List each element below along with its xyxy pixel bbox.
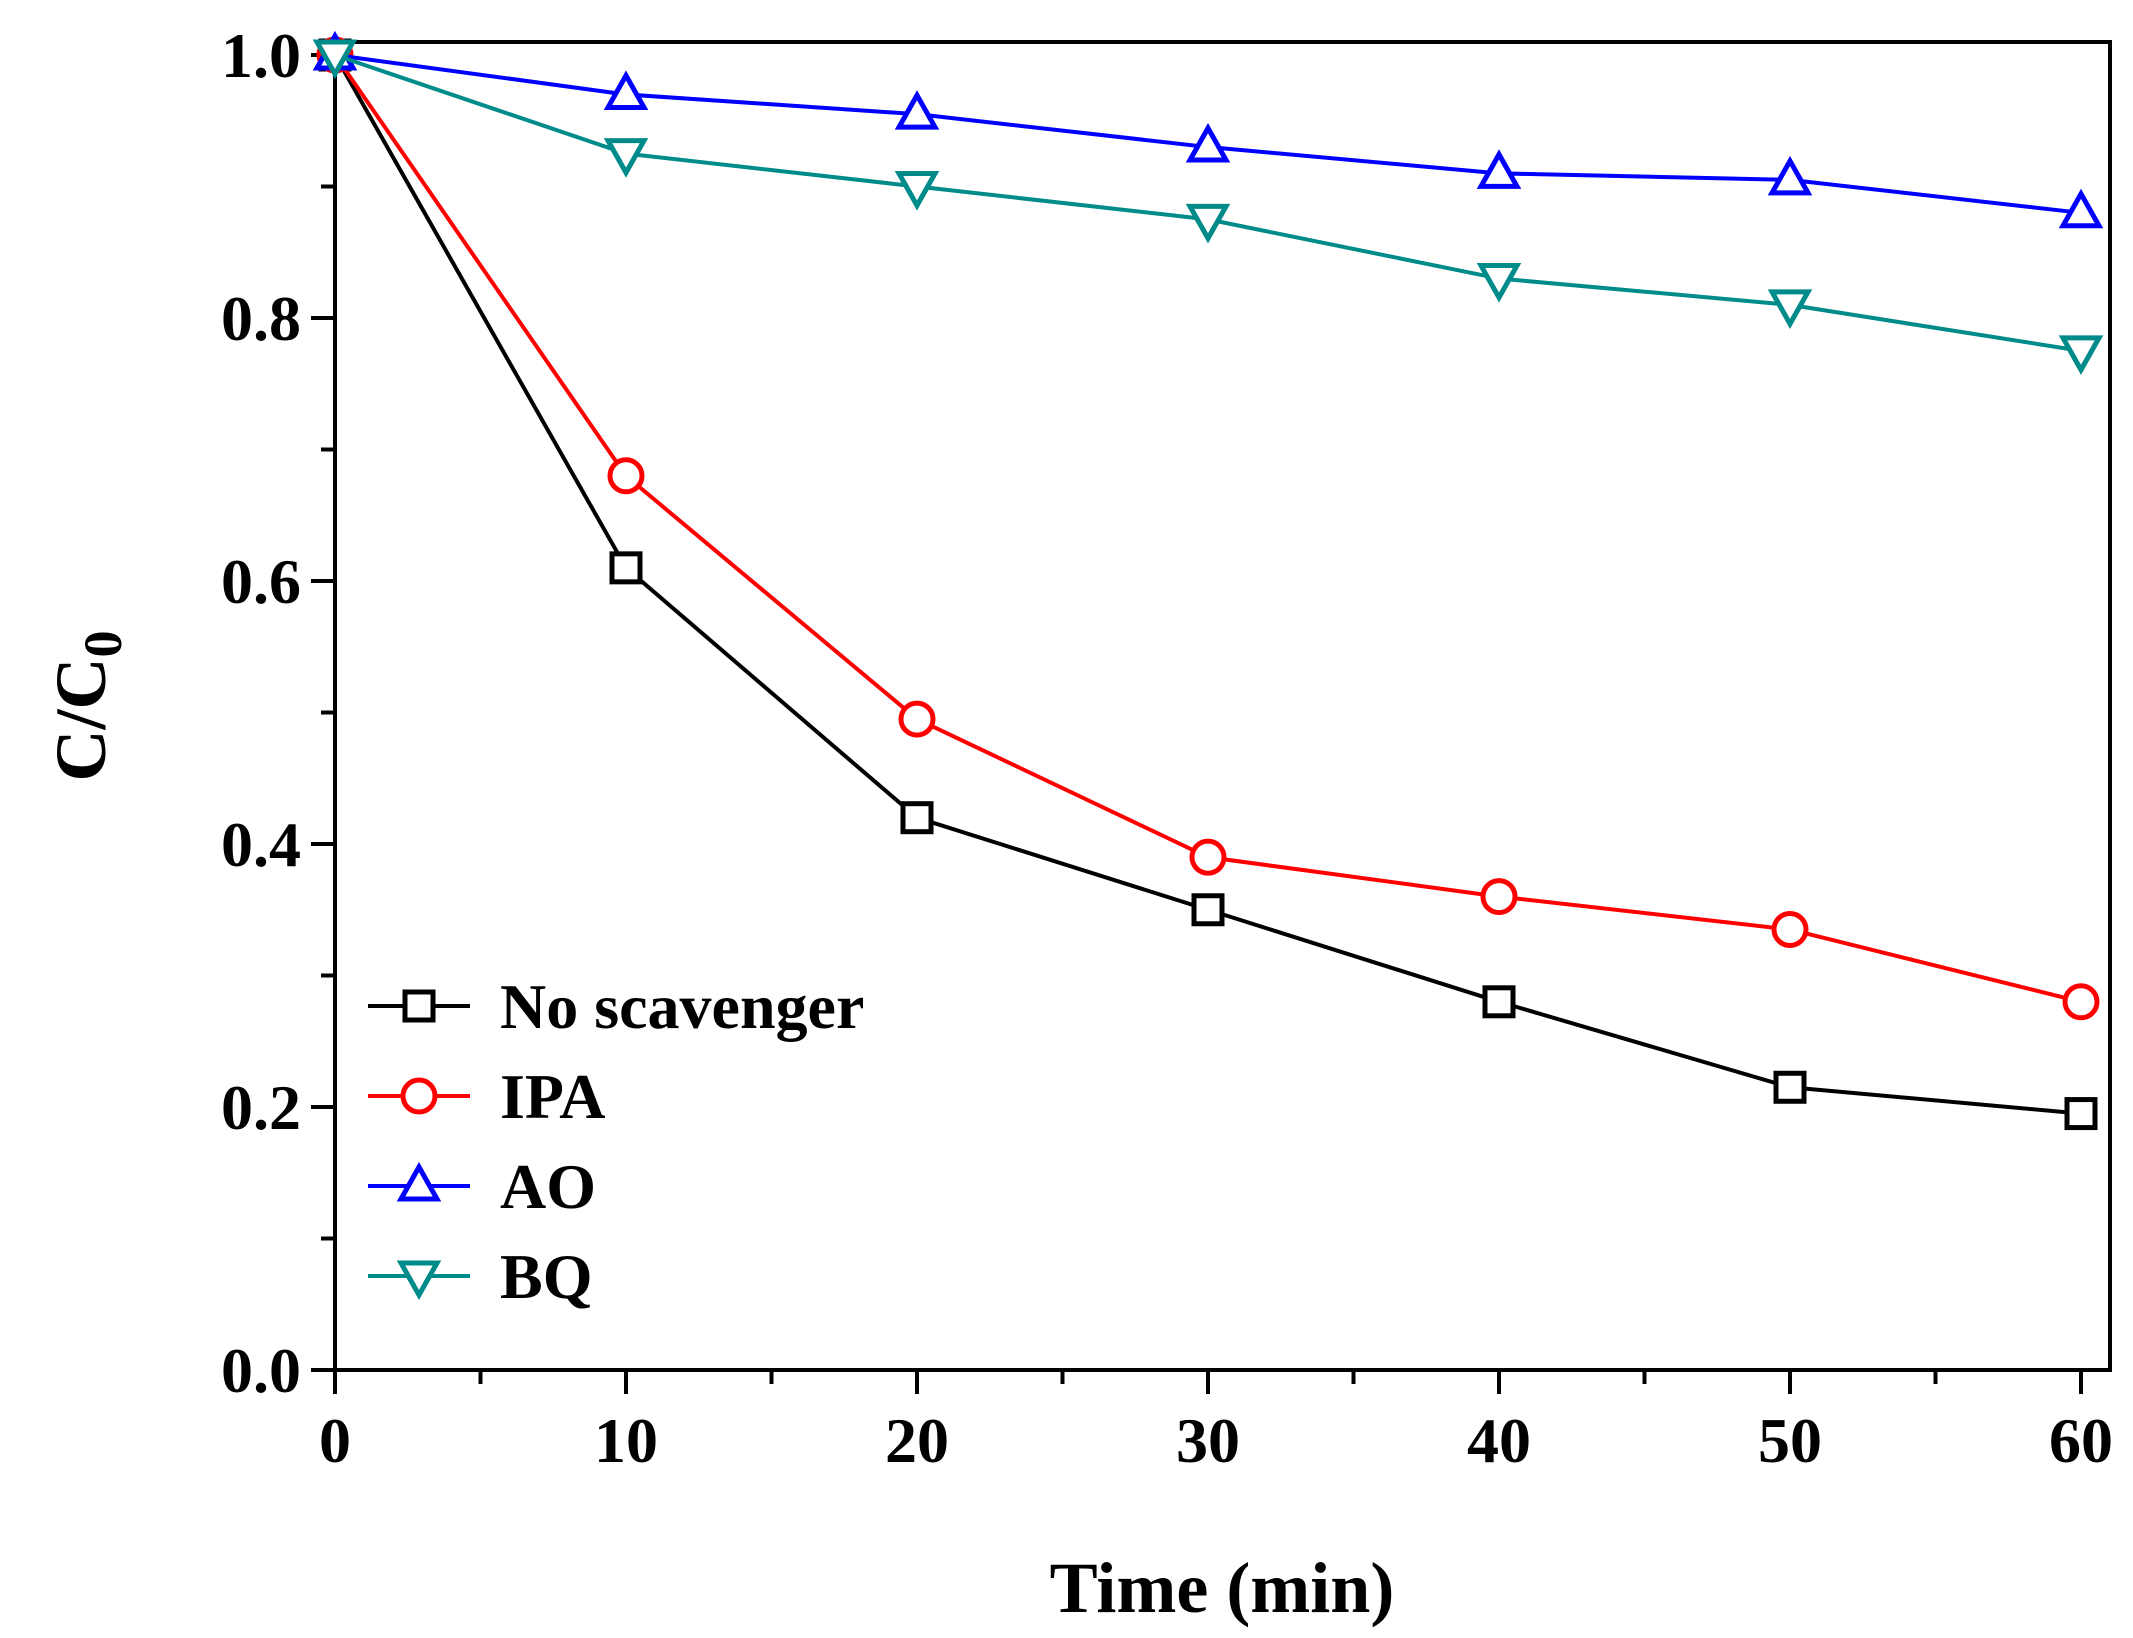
y-tick-label: 0.0 [221, 1335, 301, 1406]
y-tick-label: 0.2 [221, 1072, 301, 1143]
y-tick-label: 0.6 [221, 546, 301, 617]
data-point-ipa [607, 457, 645, 495]
x-tick-label: 60 [2049, 1405, 2113, 1476]
legend-item-ao: AO [368, 1151, 596, 1222]
data-point-ao [2058, 188, 2104, 229]
y-axis-title-subscript: 0 [73, 631, 133, 658]
data-point-no-scavenger [1482, 985, 1516, 1019]
data-point-ao [1185, 122, 1231, 163]
legend-marker-no-scavenger [402, 989, 436, 1023]
series-ao [312, 30, 2104, 229]
data-point-bq [1185, 203, 1231, 244]
y-tick-label: 1.0 [221, 20, 301, 91]
legend-item-no-scavenger: No scavenger [368, 971, 864, 1042]
x-tick-label: 50 [1758, 1405, 1822, 1476]
data-point-ipa [2062, 983, 2100, 1021]
data-point-ipa [1771, 910, 1809, 948]
data-point-bq [894, 171, 940, 211]
series-ipa [316, 36, 2100, 1021]
data-point-ao [1767, 155, 1813, 196]
series-no-scavenger [318, 38, 2098, 1131]
y-tick-label: 0.4 [221, 809, 301, 880]
data-point-bq [2058, 335, 2104, 375]
y-axis-title-main: C/C [41, 658, 121, 782]
axis-ticks: 0 10 20 30 40 50 60 0.0 0.2 0.4 0.6 0.8 1.0 [221, 20, 2113, 1476]
data-point-ao [603, 70, 649, 110]
data-point-ao [894, 90, 940, 130]
data-point-ao [1476, 149, 1522, 189]
x-tick-label: 40 [1467, 1405, 1531, 1476]
series-line-bq [334, 53, 2082, 353]
data-point-bq [1476, 263, 1522, 303]
x-tick-label: 10 [594, 1405, 658, 1476]
x-tick-label: 20 [885, 1405, 949, 1476]
data-point-no-scavenger [900, 801, 934, 835]
legend-marker-bq [396, 1260, 442, 1301]
plot-frame [333, 40, 2112, 1372]
x-tick-label: 30 [1176, 1405, 1240, 1476]
y-tick-label: 0.8 [221, 283, 301, 354]
data-point-bq [603, 138, 649, 178]
legend: No scavenger IPA AO BQ [368, 971, 864, 1312]
data-point-ipa [898, 700, 936, 738]
legend-marker-ipa [400, 1077, 438, 1115]
legend-label-no-scavenger: No scavenger [500, 971, 864, 1042]
data-point-no-scavenger [1191, 893, 1225, 927]
legend-label-bq: BQ [500, 1241, 592, 1312]
data-point-no-scavenger [1773, 1070, 1807, 1104]
legend-label-ao: AO [500, 1151, 596, 1222]
data-point-bq [312, 39, 358, 80]
data-point-no-scavenger [609, 551, 643, 585]
x-tick-label: 0 [319, 1405, 351, 1476]
data-point-no-scavenger [2064, 1097, 2098, 1131]
data-point-ipa [1480, 878, 1518, 916]
legend-item-ipa: IPA [368, 1061, 605, 1132]
x-axis-title: Time (min) [1050, 1548, 1395, 1628]
data-point-bq [1767, 289, 1813, 329]
series-group [312, 30, 2104, 1131]
legend-item-bq: BQ [368, 1241, 592, 1312]
legend-label-ipa: IPA [500, 1061, 605, 1132]
data-point-ipa [1189, 838, 1227, 876]
y-axis-title: C/C0 [41, 631, 133, 782]
series-bq [312, 39, 2104, 375]
legend-marker-ao [396, 1161, 442, 1202]
